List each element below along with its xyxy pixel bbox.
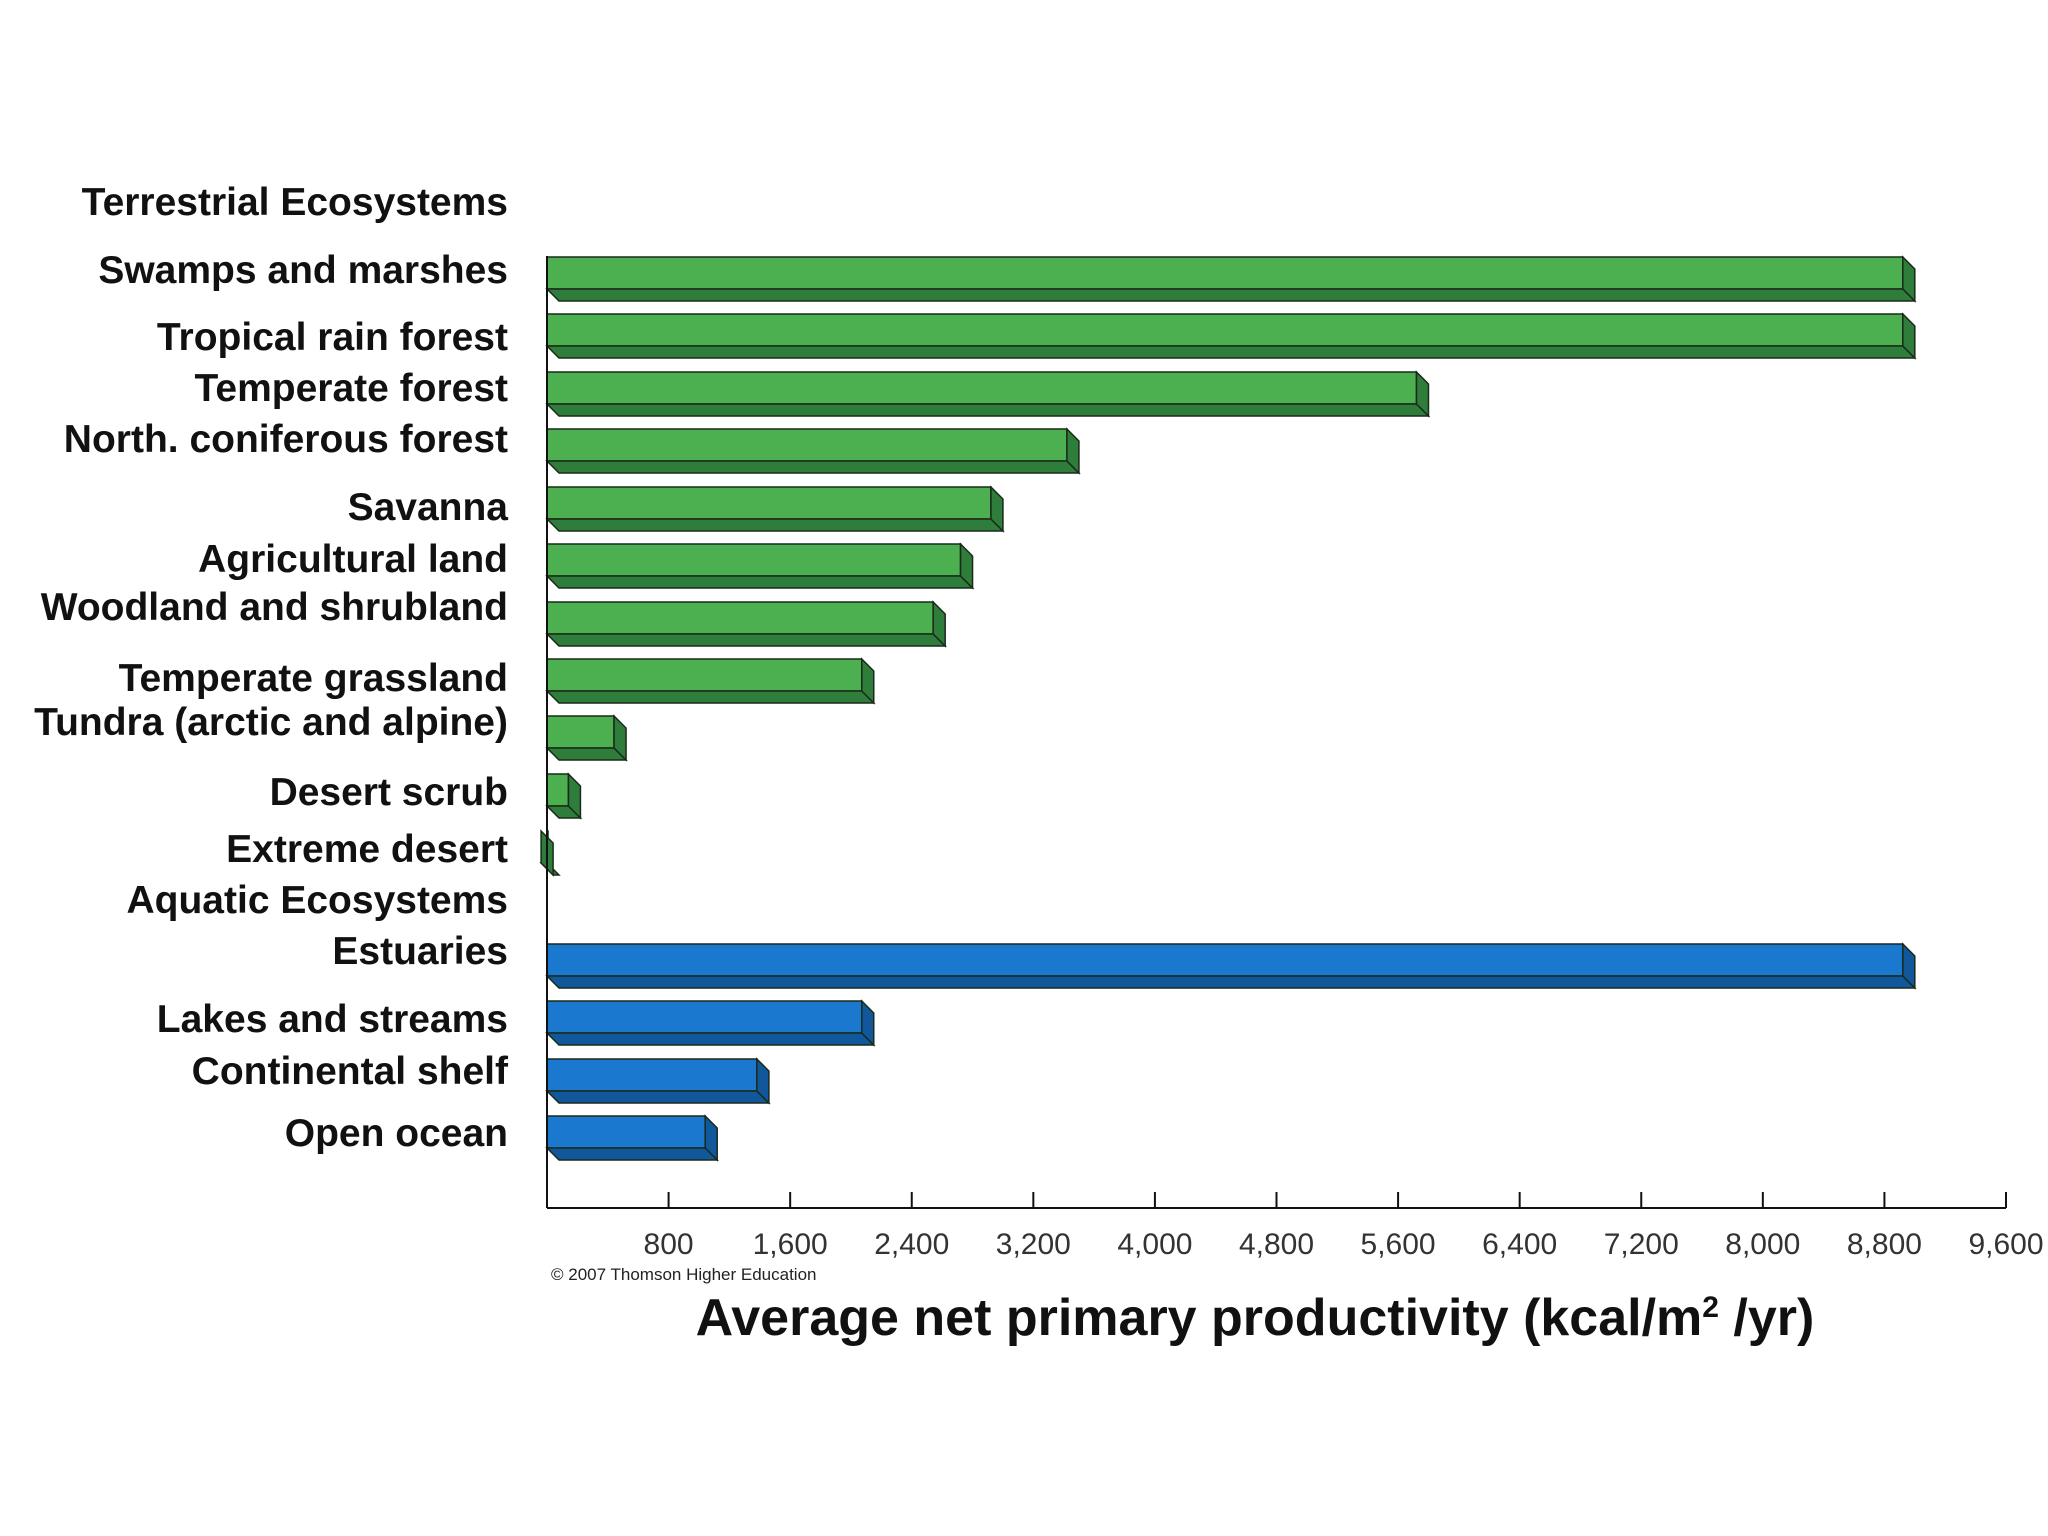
bar-front [546, 428, 1068, 462]
bar-end [861, 657, 875, 705]
bar-end [613, 714, 627, 762]
bar-bottom [545, 518, 1005, 532]
x-axis-title-main: Average net primary productivity (kcal/m [696, 1289, 1703, 1347]
bar-front [546, 1000, 863, 1034]
bar-bottom [545, 975, 1917, 989]
category-label: Estuaries [332, 930, 508, 973]
copyright-notice: © 2007 Thomson Higher Education [551, 1265, 816, 1284]
bar [545, 714, 628, 762]
bar-front [546, 658, 863, 692]
category-label: Swamps and marshes [98, 249, 508, 292]
bar-front [546, 543, 962, 577]
bar-bottom [545, 690, 876, 704]
bar-end [990, 485, 1004, 533]
category-label: North. coniferous forest [64, 418, 508, 461]
bar [545, 485, 1005, 533]
x-axis-title: Average net primary productivity (kcal/m… [696, 1289, 1815, 1347]
bar-bottom [545, 1147, 720, 1161]
x-tick-label: 8,000 [1725, 1228, 1800, 1261]
category-label: Tropical rain forest [157, 316, 508, 359]
category-label: Extreme desert [226, 828, 508, 871]
bar-bottom [545, 747, 628, 761]
bar-end [1066, 427, 1080, 475]
bar-end [567, 772, 582, 820]
bar-front [546, 256, 1904, 290]
bar-bottom [545, 403, 1431, 417]
bar [545, 657, 876, 705]
x-tick-label: 8,800 [1847, 1228, 1922, 1261]
x-tick-label: 7,200 [1604, 1228, 1679, 1261]
bar [545, 255, 1917, 303]
category-label: Tundra (arctic and alpine) [34, 701, 508, 744]
category-label: Temperate grassland [119, 657, 508, 700]
bar [545, 312, 1917, 360]
bar-bottom [545, 460, 1081, 474]
x-tick-label: 2,400 [874, 1228, 949, 1261]
bar-end [1902, 312, 1916, 360]
bar-end [1415, 370, 1430, 418]
bar-end [704, 1114, 718, 1162]
x-tick-label: 5,600 [1361, 1228, 1436, 1261]
bars [539, 255, 1917, 1162]
bar [545, 772, 583, 820]
x-tick-label: 1,600 [753, 1228, 828, 1261]
x-axis-title-tail: /yr) [1719, 1289, 1814, 1347]
group-header: Aquatic Ecosystems [127, 879, 509, 922]
bar-front [546, 1115, 706, 1149]
bar [545, 942, 1917, 990]
category-label: Savanna [348, 486, 509, 529]
bar [545, 1057, 771, 1105]
bar [545, 370, 1431, 418]
category-label: Desert scrub [270, 771, 508, 814]
bar [545, 999, 876, 1047]
bar-bottom [545, 575, 975, 589]
bar-end [1902, 942, 1916, 990]
bar-end [1902, 255, 1916, 303]
bar-front [546, 486, 992, 520]
bar [545, 427, 1081, 475]
bar-bottom [545, 633, 947, 647]
x-tick-label: 9,600 [1968, 1228, 2043, 1261]
bar-bottom [545, 1032, 876, 1046]
bar-end [756, 1057, 770, 1105]
category-label: Continental shelf [192, 1050, 509, 1093]
bar-end [932, 600, 946, 648]
bar-front [546, 601, 934, 635]
bar [545, 600, 947, 648]
category-label: Woodland and shrubland [41, 586, 508, 629]
bar [539, 829, 561, 877]
x-tick-label: 6,400 [1482, 1228, 1557, 1261]
x-tick-label: 800 [644, 1228, 694, 1261]
bar-front [546, 943, 1904, 977]
x-tick-label: 3,200 [996, 1228, 1071, 1261]
bar-front [546, 715, 615, 749]
group-header: Terrestrial Ecosystems [82, 181, 508, 224]
category-label: Agricultural land [198, 538, 508, 581]
x-axis: 800 1,600 2,400 3,200 4,000 4,800 5,600 6,400 7,… [546, 256, 2044, 1261]
bar-bottom [545, 1090, 771, 1104]
x-tick-label: 4,800 [1239, 1228, 1314, 1261]
bar-bottom [545, 345, 1917, 359]
category-labels: Terrestrial Ecosystems Swamps and marshes… [34, 181, 509, 1155]
bar-front [546, 773, 570, 807]
x-axis-title-superscript: 2 [1702, 1291, 1719, 1324]
category-label: Open ocean [285, 1112, 508, 1155]
bar [545, 542, 975, 590]
category-label: Lakes and streams [157, 998, 508, 1041]
bar-end [861, 999, 875, 1047]
bar-front [546, 1058, 758, 1092]
category-label: Temperate forest [194, 367, 508, 410]
bar [545, 1114, 720, 1162]
bar-bottom [545, 288, 1917, 302]
bar-front [546, 313, 1904, 347]
bar-front [546, 371, 1418, 405]
bar-end [959, 542, 974, 590]
x-tick-label: 4,000 [1117, 1228, 1192, 1261]
